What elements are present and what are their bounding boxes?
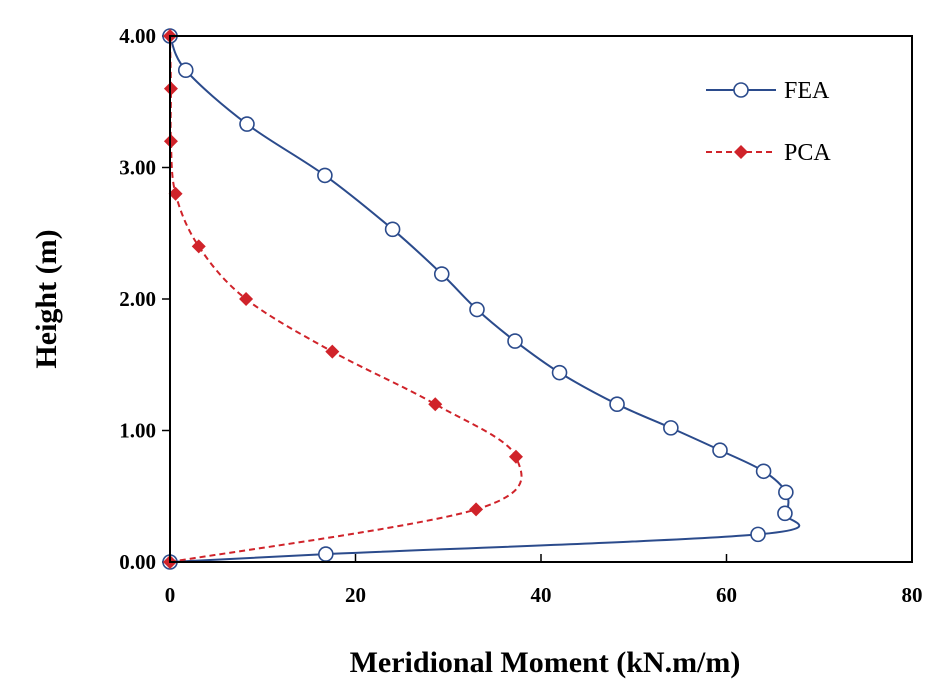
data-point-pca [191,239,206,254]
data-point-fea [609,396,625,413]
x-axis-title: Meridional Moment (kN.m/m) [350,646,741,679]
x-tick-label: 0 [165,583,176,607]
data-point-fea [750,526,766,543]
legend: FEA PCA [706,78,831,166]
legend-item-fea: FEA [706,78,830,104]
plot-area-frame [169,35,913,563]
data-point-fea [318,546,334,562]
data-point-fea [551,364,568,381]
data-point-fea [239,116,255,132]
data-point-pca [428,397,443,412]
data-point-fea [317,167,333,184]
x-tick-label: 40 [531,583,552,607]
data-point-fea [384,221,401,238]
series-line-pca [169,35,523,563]
legend-marker-fea [733,82,749,98]
series-layer [162,28,801,570]
y-tick-label: 1.00 [119,419,156,443]
x-tick-label: 60 [716,583,737,607]
y-axis-title: Height (m) [30,229,63,368]
data-point-pca [239,292,254,306]
data-point-fea [507,333,523,349]
data-point-fea [469,301,485,318]
x-axis-ticks: 0 20 40 60 80 [165,554,923,607]
legend-label-fea: FEA [784,78,830,104]
data-point-fea [778,484,794,501]
legend-marker-pca [734,145,748,159]
data-point-fea [755,463,772,480]
legend-label-pca: PCA [784,140,831,166]
data-point-fea [663,420,679,436]
data-point-fea [777,505,793,522]
y-tick-label: 3.00 [119,156,156,180]
x-tick-label: 80 [902,583,923,607]
y-axis-ticks: 0.00 1.00 2.00 3.00 4.00 [119,24,170,574]
data-point-fea [712,442,728,459]
y-tick-label: 2.00 [119,287,156,311]
y-tick-label: 0.00 [119,550,156,574]
data-point-pca [508,449,523,464]
data-point-pca [168,186,183,201]
x-tick-label: 20 [345,583,366,607]
series-line-fea [169,35,801,563]
data-point-pca [469,502,484,517]
legend-item-pca: PCA [706,140,831,166]
data-point-fea [433,266,450,282]
data-point-fea [177,62,194,78]
data-point-pca [325,344,340,359]
y-tick-label: 4.00 [119,24,156,48]
